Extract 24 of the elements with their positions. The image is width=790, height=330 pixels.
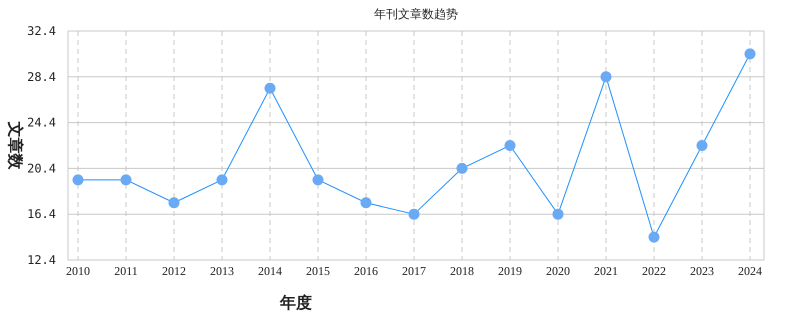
x-tick-label: 2024: [738, 264, 762, 278]
x-tick-label: 2019: [498, 264, 522, 278]
x-axis-title: 年度: [279, 293, 312, 312]
x-tick-label: 2012: [162, 264, 186, 278]
y-tick-label: 20.4: [27, 161, 56, 176]
x-tick-label: 2022: [642, 264, 666, 278]
x-tick-label: 2014: [258, 264, 282, 278]
y-tick-label: 12.4: [27, 253, 56, 267]
x-tick-label: 2016: [354, 264, 378, 278]
chart-title: 年刊文章数趋势: [374, 7, 458, 21]
y-tick-label: 28.4: [27, 70, 56, 84]
y-tick-label: 32.4: [27, 24, 56, 38]
x-tick-label: 2010: [66, 264, 90, 278]
x-tick-label: 2015: [306, 264, 330, 278]
y-tick-label: 24.4: [27, 116, 56, 130]
y-tick-label: 16.4: [27, 207, 56, 222]
x-tick-label: 2018: [450, 264, 474, 278]
x-tick-label: 2021: [594, 264, 618, 278]
x-tick-label: 2017: [402, 264, 426, 278]
y-axis-title: 文章数: [6, 120, 25, 170]
x-tick-label: 2013: [210, 264, 234, 278]
x-tick-label: 2011: [114, 264, 138, 278]
x-tick-label: 2020: [546, 264, 570, 278]
x-tick-label: 2023: [690, 264, 714, 278]
